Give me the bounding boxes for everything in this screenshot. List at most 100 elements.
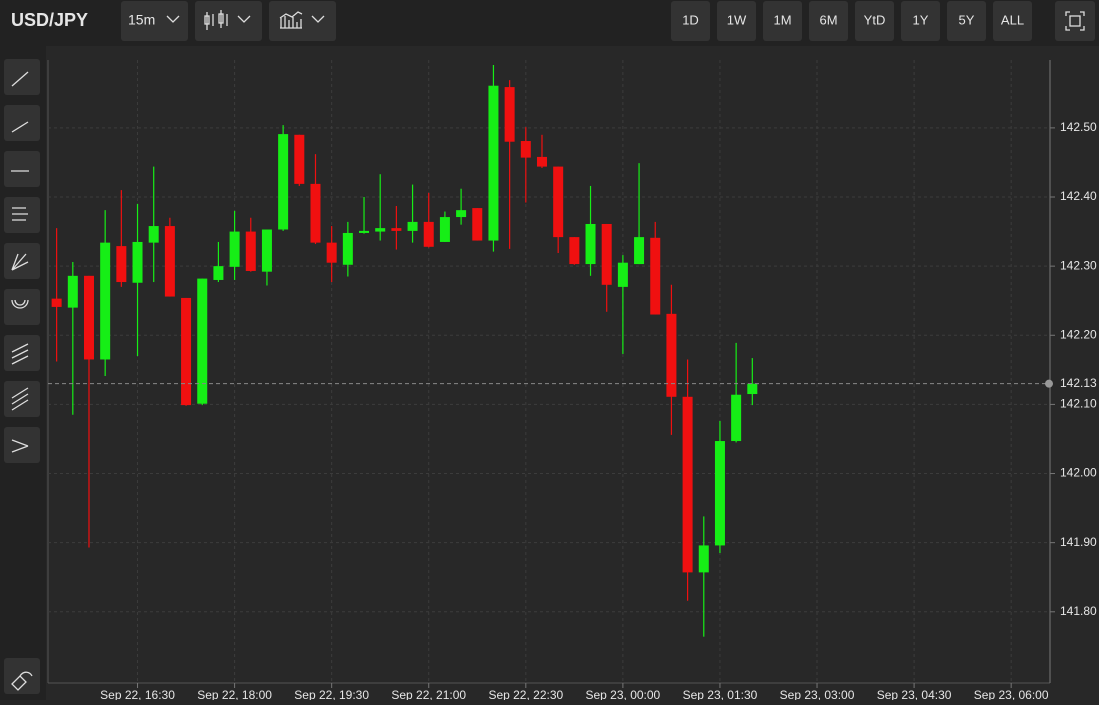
- range-button[interactable]: 1Y: [901, 1, 940, 41]
- y-tick-label: 141.90: [1060, 535, 1097, 549]
- range-label: 1D: [682, 12, 699, 27]
- tool-icon: [11, 439, 29, 453]
- candle-body: [536, 156, 547, 167]
- x-tick-label: Sep 22, 19:30: [294, 688, 369, 700]
- tool-button[interactable]: [4, 381, 40, 417]
- candle-body: [456, 210, 467, 218]
- candle-body: [731, 394, 742, 442]
- candle-body: [407, 221, 418, 231]
- candle-body: [164, 226, 175, 297]
- x-tick-label: Sep 23, 01:30: [683, 688, 758, 700]
- tool-button[interactable]: [4, 658, 40, 694]
- range-button[interactable]: 5Y: [947, 1, 986, 41]
- sidebar: [0, 46, 46, 700]
- button-bg: [4, 151, 40, 187]
- button-bg: [993, 1, 1032, 41]
- candle-body: [278, 134, 289, 230]
- candle-body: [375, 228, 386, 232]
- tool-button[interactable]: [4, 335, 40, 371]
- range-label: ALL: [1001, 12, 1024, 27]
- tool-button[interactable]: [4, 105, 40, 141]
- candle-body: [148, 226, 159, 243]
- interval-button[interactable]: 15m: [121, 1, 188, 41]
- tool-button[interactable]: [4, 197, 40, 233]
- range-label: 6M: [819, 12, 837, 27]
- range-button[interactable]: 1D: [671, 1, 710, 41]
- tool-icon: [11, 121, 29, 133]
- button-bg: [4, 381, 40, 417]
- candle-body: [504, 87, 515, 142]
- candle-body: [520, 141, 531, 158]
- button-bg: [4, 243, 40, 279]
- candle-body: [326, 242, 337, 263]
- button-bg: [4, 289, 40, 325]
- x-tick-label: Sep 22, 21:00: [391, 688, 466, 700]
- button-bg: [4, 105, 40, 141]
- tool-icon: [11, 387, 29, 411]
- button-bg: [809, 1, 848, 41]
- candle-body: [67, 275, 78, 308]
- tool-button[interactable]: [4, 427, 40, 463]
- x-tick-label: Sep 22, 16:30: [100, 688, 175, 700]
- button-bg: [763, 1, 802, 41]
- tool-icon: [11, 343, 29, 365]
- y-tick-label: 141.80: [1060, 604, 1097, 618]
- candle-body: [310, 183, 321, 243]
- candle-body: [229, 231, 240, 267]
- candle-body: [747, 383, 758, 395]
- range-button[interactable]: 6M: [809, 1, 848, 41]
- candle-body: [342, 232, 353, 265]
- candle-body: [439, 217, 450, 242]
- range-button[interactable]: 1W: [717, 1, 756, 41]
- candle-body: [391, 228, 402, 231]
- candle-body: [51, 298, 62, 307]
- candle-body: [698, 545, 709, 573]
- tool-icon: [11, 299, 29, 309]
- candle-body: [359, 230, 370, 233]
- indicator-button[interactable]: [269, 1, 336, 41]
- interval: 15m: [128, 12, 155, 28]
- range-button[interactable]: ALL: [993, 1, 1032, 41]
- candle-body: [197, 278, 208, 404]
- last-price-label: 142.13: [1060, 376, 1097, 390]
- tool-button[interactable]: [4, 289, 40, 325]
- button-bg: [4, 427, 40, 463]
- tool-icon: [12, 207, 28, 221]
- tool-icon: [11, 71, 29, 87]
- range-button[interactable]: YtD: [855, 1, 894, 41]
- last-price-dot: [1045, 379, 1053, 388]
- tool-button[interactable]: [4, 59, 40, 95]
- button-bg: [671, 1, 710, 41]
- button-bg: [717, 1, 756, 41]
- x-tick-label: Sep 22, 18:00: [197, 688, 272, 700]
- candle-body: [181, 297, 192, 406]
- candle-body: [100, 242, 111, 360]
- candle-body: [553, 166, 564, 238]
- y-tick-label: 142.20: [1060, 327, 1097, 341]
- chart-type-button[interactable]: [195, 1, 262, 41]
- candle-body: [634, 237, 645, 265]
- candle-body: [650, 237, 661, 315]
- fullscreen-button[interactable]: [1055, 1, 1095, 41]
- candle-body: [601, 223, 612, 285]
- button-bg: [901, 1, 940, 41]
- y-tick-label: 142.40: [1060, 189, 1097, 203]
- range-button[interactable]: 1M: [763, 1, 802, 41]
- y-tick-label: 142.10: [1060, 397, 1097, 411]
- candle-body: [294, 134, 305, 184]
- symbol: USD/JPY: [11, 10, 88, 30]
- button-bg: [855, 1, 894, 41]
- candle-body: [585, 223, 596, 265]
- candle-body: [682, 396, 693, 573]
- candle-body: [132, 241, 143, 283]
- range-label: YtD: [864, 12, 886, 27]
- tool-button[interactable]: [4, 151, 40, 187]
- tool-button[interactable]: [4, 243, 40, 279]
- button-bg: [947, 1, 986, 41]
- candle-body: [83, 275, 94, 360]
- x-tick-label: Sep 23, 04:30: [877, 688, 952, 700]
- drawing-tools: [4, 59, 40, 463]
- x-tick-label: Sep 22, 22:30: [488, 688, 563, 700]
- range-label: 1Y: [913, 12, 929, 27]
